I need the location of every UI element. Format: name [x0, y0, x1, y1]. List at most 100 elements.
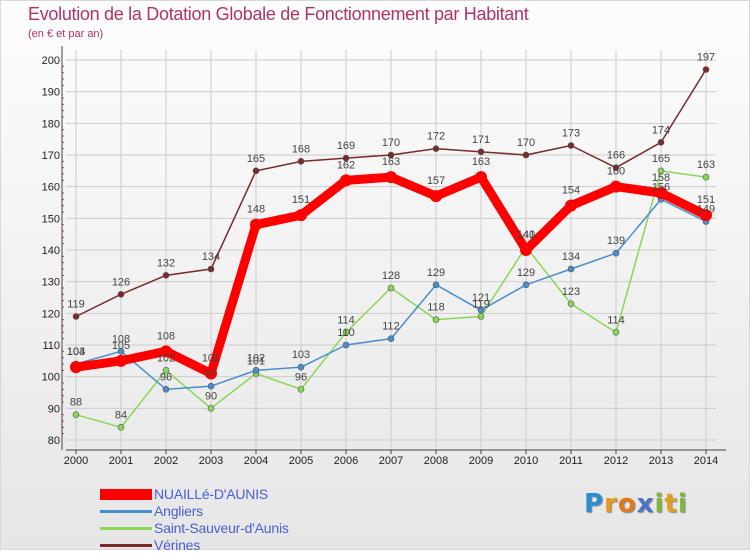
- data-label: 166: [607, 150, 625, 162]
- data-label: 134: [562, 251, 580, 263]
- data-point: [117, 291, 125, 298]
- data-label: 128: [382, 270, 400, 282]
- data-label: 154: [562, 185, 580, 197]
- data-label: 132: [157, 257, 175, 269]
- data-label: 163: [382, 156, 400, 168]
- data-point: [522, 151, 530, 159]
- y-tick-label: 120: [42, 308, 60, 320]
- data-point: [252, 367, 260, 374]
- data-point: [340, 174, 352, 187]
- x-tick-label: 2013: [649, 455, 673, 467]
- data-point: [565, 199, 577, 212]
- data-label: 102: [157, 352, 175, 364]
- data-point: [477, 313, 485, 320]
- data-point: [387, 335, 395, 342]
- data-label: 171: [472, 134, 490, 146]
- data-point: [297, 386, 305, 393]
- data-point: [297, 158, 305, 165]
- data-point: [207, 265, 215, 273]
- data-label: 165: [652, 153, 670, 165]
- logo-letter: o: [617, 489, 637, 519]
- x-tick-label: 2008: [424, 455, 448, 467]
- logo-letter: P: [584, 489, 605, 519]
- data-point: [520, 244, 532, 256]
- y-tick-label: 80: [48, 435, 60, 447]
- data-point: [700, 209, 712, 222]
- data-label: 129: [517, 267, 535, 279]
- data-label: 118: [427, 302, 445, 314]
- y-tick-label: 190: [42, 87, 60, 99]
- data-label: 149: [697, 204, 715, 216]
- y-tick-label: 150: [42, 213, 60, 225]
- data-label: 163: [697, 159, 715, 171]
- logo-letter: t: [664, 489, 678, 519]
- data-label: 148: [247, 204, 265, 216]
- data-label: 96: [160, 371, 172, 383]
- data-point: [567, 300, 575, 308]
- data-point: [522, 281, 530, 289]
- y-tick-label: 140: [42, 245, 60, 257]
- data-label: 139: [607, 235, 625, 247]
- data-label: 110: [337, 327, 355, 339]
- data-point: [117, 348, 125, 355]
- data-point: [702, 173, 710, 181]
- data-label: 121: [472, 292, 490, 304]
- data-label: 197: [697, 52, 715, 64]
- y-tick-label: 90: [48, 403, 60, 415]
- data-label: 170: [517, 137, 535, 149]
- data-label: 96: [295, 371, 307, 383]
- data-point: [162, 367, 170, 374]
- data-point: [250, 218, 262, 231]
- y-tick-label: 110: [42, 340, 60, 352]
- data-label: 123: [562, 286, 580, 298]
- data-point: [387, 284, 395, 292]
- x-tick-label: 2009: [469, 455, 493, 467]
- data-point: [655, 187, 667, 199]
- data-label: 104: [67, 346, 85, 358]
- data-point: [297, 363, 305, 371]
- data-label: 141: [517, 229, 535, 241]
- data-point: [387, 151, 395, 159]
- data-label: 165: [247, 153, 265, 165]
- data-point: [117, 424, 125, 431]
- data-point: [162, 386, 170, 393]
- data-point: [252, 167, 260, 175]
- data-label: 156: [652, 181, 670, 193]
- legend-swatch: [100, 544, 152, 547]
- data-label: 108: [112, 333, 130, 345]
- data-point: [567, 142, 575, 149]
- data-point: [72, 411, 80, 418]
- data-label: 158: [652, 172, 670, 184]
- data-point: [612, 329, 620, 336]
- data-point: [70, 361, 82, 374]
- x-tick-label: 2006: [334, 455, 358, 467]
- data-label: 140: [517, 229, 535, 241]
- data-label: 103: [67, 346, 85, 358]
- data-label: 151: [292, 194, 310, 206]
- data-point: [612, 164, 620, 171]
- data-point: [342, 154, 350, 162]
- data-label: 101: [202, 353, 220, 365]
- data-label: 173: [562, 128, 580, 140]
- data-label: 163: [472, 156, 490, 168]
- data-label: 134: [202, 251, 220, 263]
- logo-letter: r: [604, 489, 618, 519]
- axes: 80 90 100 110 120 130 140 150 160 170 180 190 200 200…: [42, 46, 726, 467]
- data-point: [432, 281, 440, 289]
- data-point: [72, 313, 80, 320]
- legend-label: Vérines: [154, 537, 201, 553]
- data-label: 97: [205, 368, 217, 380]
- data-label: 90: [205, 390, 217, 402]
- x-tick-label: 2003: [199, 455, 223, 467]
- x-tick-label: 2000: [64, 455, 88, 467]
- data-point: [342, 329, 350, 336]
- legend-swatch: [100, 527, 152, 530]
- data-point: [567, 265, 575, 273]
- data-label: 102: [247, 352, 265, 364]
- proxiti-logo: Proxiti: [584, 489, 688, 519]
- chart-subtitle: (en € et par an): [28, 28, 104, 40]
- data-point: [610, 180, 622, 193]
- data-point: [207, 405, 215, 412]
- data-point: [162, 272, 170, 279]
- data-label: 119: [472, 299, 490, 311]
